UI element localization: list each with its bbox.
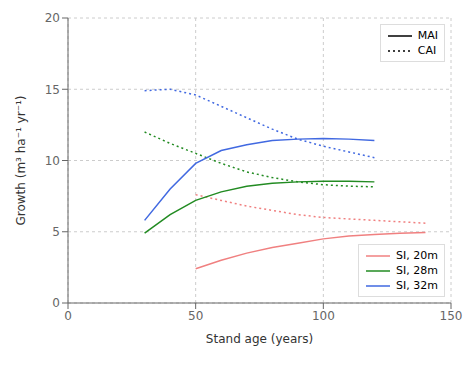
svg-text:10: 10 [45, 154, 60, 168]
svg-text:15: 15 [45, 83, 60, 97]
svg-text:100: 100 [312, 309, 335, 323]
svg-text:0: 0 [52, 296, 60, 310]
svg-text:50: 50 [188, 309, 203, 323]
html-text:SI, 28m: SI, 28m [396, 264, 438, 277]
html-text:SI, 20m: SI, 20m [396, 249, 438, 262]
svg-text:5: 5 [52, 225, 60, 239]
html-text:CAI: CAI [417, 44, 437, 57]
svg-text:20: 20 [45, 11, 60, 25]
svg-text:0: 0 [64, 309, 72, 323]
svg-text:Stand age (years): Stand age (years) [206, 332, 313, 346]
html-text:SI, 32m: SI, 32m [396, 279, 438, 292]
svg-text:Growth (m³ ha⁻¹ yr⁻¹): Growth (m³ ha⁻¹ yr⁻¹) [14, 95, 28, 225]
html-text:MAI: MAI [417, 29, 438, 42]
svg-text:150: 150 [440, 309, 463, 323]
